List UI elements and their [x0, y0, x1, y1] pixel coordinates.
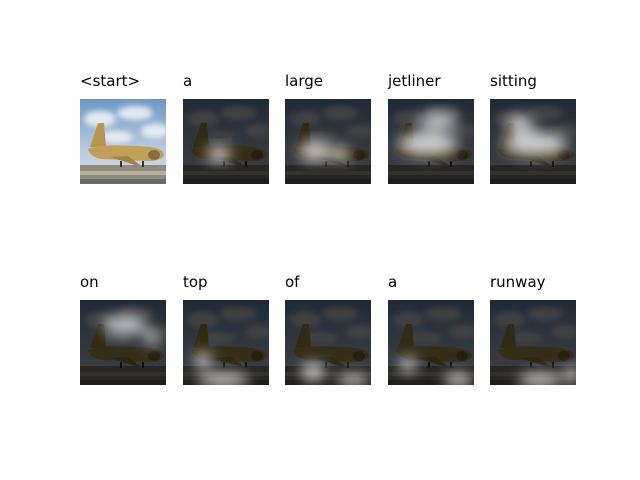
attention-image [80, 99, 169, 184]
attention-image [285, 300, 371, 385]
attention-image [490, 99, 576, 184]
panel-word: jetliner [387, 72, 441, 90]
attention-image [388, 99, 474, 184]
attention-image [388, 300, 474, 385]
attention-image [285, 99, 371, 184]
panel-word: top [183, 273, 208, 291]
attention-image [80, 300, 166, 385]
panel-word: of [285, 273, 300, 291]
panel-word: runway [490, 273, 546, 291]
panel-word: sitting [490, 72, 537, 90]
panel-word: large [285, 72, 323, 90]
attention-image [183, 99, 269, 184]
panel-word: <start> [80, 72, 140, 90]
panel-word: on [80, 273, 99, 291]
panel-word: a [183, 72, 192, 90]
attention-image [490, 300, 576, 385]
panel-word: a [388, 273, 397, 291]
attention-image [183, 300, 269, 385]
